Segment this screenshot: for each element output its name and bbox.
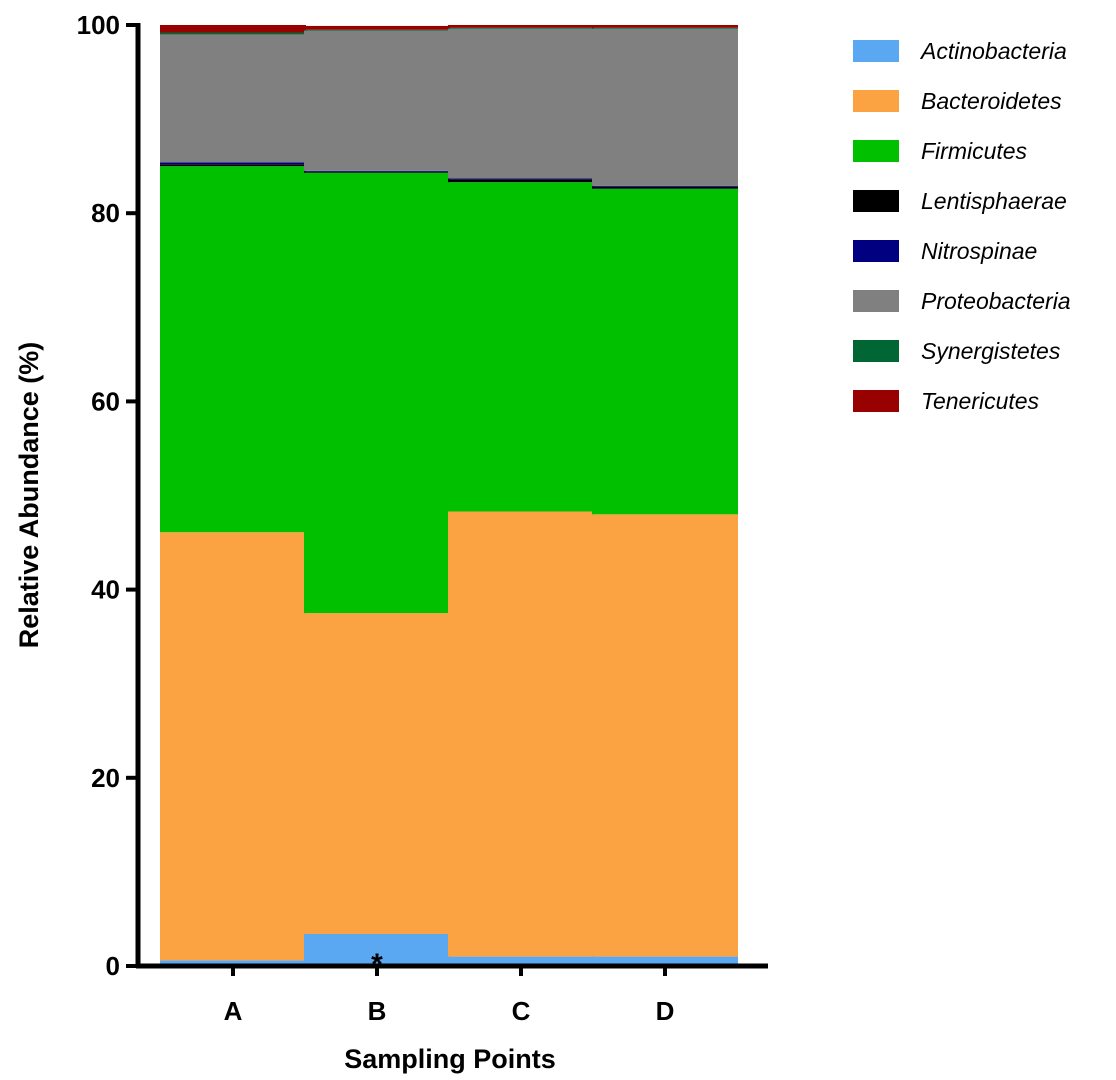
bar-D-lentisphaerae bbox=[592, 186, 738, 189]
bar-D-nitrospinae bbox=[592, 185, 738, 187]
bar-A-lentisphaerae bbox=[160, 164, 306, 167]
bar-B-proteobacteria bbox=[304, 30, 450, 171]
x-axis-title: Sampling Points bbox=[344, 1044, 556, 1074]
bar-A-bacteroidetes bbox=[160, 532, 306, 961]
bar-A-nitrospinae bbox=[160, 162, 306, 165]
legend-label-firmicutes: Firmicutes bbox=[921, 138, 1028, 164]
bar-C-lentisphaerae bbox=[448, 179, 594, 183]
legend-swatch-actinobacteria bbox=[853, 40, 899, 62]
bar-D-proteobacteria bbox=[592, 28, 738, 186]
axes-group: A B C D 0 20 40 60 80 100 bbox=[77, 10, 768, 1026]
x-tick-label-D: D bbox=[656, 996, 675, 1026]
y-axis-title: Relative Abundance (%) bbox=[14, 342, 44, 649]
bar-D-synergistetes bbox=[592, 27, 738, 29]
bar-B-bacteroidetes bbox=[304, 613, 450, 935]
bar-C-proteobacteria bbox=[448, 28, 594, 179]
legend-swatch-tenericutes bbox=[853, 390, 899, 412]
bar-A-firmicutes bbox=[160, 166, 306, 533]
x-tick-label-C: C bbox=[512, 996, 531, 1026]
legend-swatch-firmicutes bbox=[853, 140, 899, 162]
bar-D-tenericutes bbox=[592, 25, 738, 28]
x-tick-label-B: B bbox=[368, 996, 387, 1026]
bar-D-actinobacteria bbox=[592, 956, 738, 966]
bar-C-nitrospinae bbox=[448, 178, 594, 180]
y-tick-label-40: 40 bbox=[91, 575, 120, 605]
bar-A-proteobacteria bbox=[160, 34, 306, 163]
bar-B-nitrospinae bbox=[304, 170, 450, 172]
bar-C-synergistetes bbox=[448, 27, 594, 29]
bar-C-bacteroidetes bbox=[448, 511, 594, 957]
bar-C-firmicutes bbox=[448, 182, 594, 512]
legend-swatch-bacteroidetes bbox=[853, 90, 899, 112]
bar-B-synergistetes bbox=[304, 29, 450, 31]
legend-label-lentisphaerae: Lentisphaerae bbox=[921, 188, 1067, 214]
bar-A-synergistetes bbox=[160, 32, 306, 35]
x-tick-label-A: A bbox=[224, 996, 243, 1026]
bar-D-bacteroidetes bbox=[592, 514, 738, 957]
legend-label-tenericutes: Tenericutes bbox=[921, 388, 1040, 414]
legend-label-bacteroidetes: Bacteroidetes bbox=[921, 88, 1062, 114]
legend-label-nitrospinae: Nitrospinae bbox=[921, 238, 1037, 264]
bar-A-tenericutes bbox=[160, 25, 306, 33]
y-tick-label-80: 80 bbox=[91, 198, 120, 228]
legend-label-synergistetes: Synergistetes bbox=[921, 338, 1061, 364]
legend-label-actinobacteria: Actinobacteria bbox=[919, 38, 1067, 64]
bar-C-actinobacteria bbox=[448, 956, 594, 966]
bar-A-actinobacteria bbox=[160, 960, 306, 966]
bar-B-lentisphaerae bbox=[304, 171, 450, 173]
bar-B-tenericutes bbox=[304, 25, 450, 30]
bar-C-tenericutes bbox=[448, 25, 594, 28]
bar-B-firmicutes bbox=[304, 172, 450, 614]
bar-D-firmicutes bbox=[592, 188, 738, 515]
bar-B-actinobacteria bbox=[304, 934, 450, 966]
y-tick-label-100: 100 bbox=[77, 10, 120, 40]
legend-swatch-nitrospinae bbox=[853, 240, 899, 262]
y-tick-label-20: 20 bbox=[91, 763, 120, 793]
legend: Actinobacteria Bacteroidetes Firmicutes Len… bbox=[853, 38, 1071, 414]
y-tick-label-0: 0 bbox=[106, 951, 120, 981]
y-tick-label-60: 60 bbox=[91, 386, 120, 416]
bars-group: * bbox=[160, 25, 738, 981]
legend-swatch-synergistetes bbox=[853, 340, 899, 362]
legend-swatch-lentisphaerae bbox=[853, 190, 899, 212]
legend-label-proteobacteria: Proteobacteria bbox=[921, 288, 1071, 314]
legend-swatch-proteobacteria bbox=[853, 290, 899, 312]
